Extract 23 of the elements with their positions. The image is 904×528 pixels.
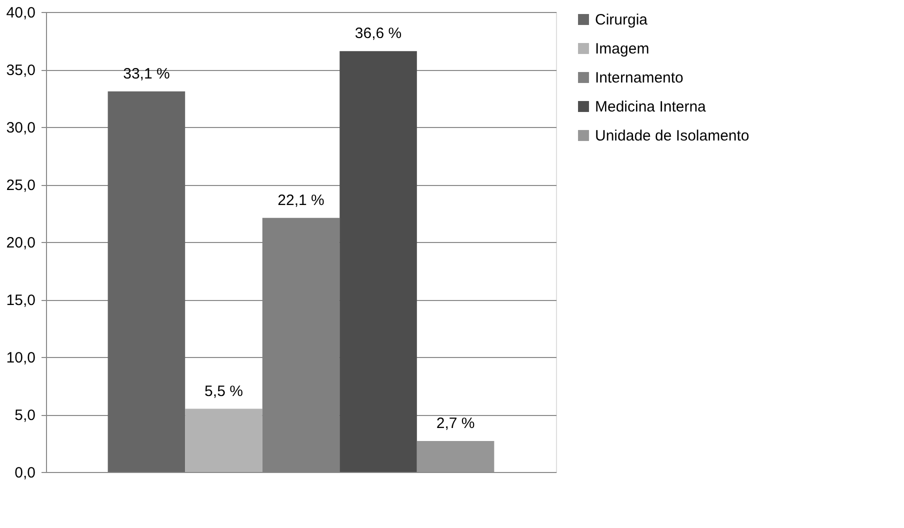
- legend-label: Cirurgia: [595, 12, 648, 28]
- legend-label: Imagem: [595, 40, 650, 58]
- legend-label: Medicina Interna: [595, 98, 707, 116]
- y-tick-label: 20,0: [6, 234, 36, 252]
- data-label: 22,1 %: [278, 192, 324, 209]
- bar: [185, 408, 262, 472]
- data-label: 33,1 %: [123, 65, 170, 82]
- bar: [340, 51, 417, 472]
- y-tick-label: 40,0: [6, 4, 36, 22]
- y-tick-label: 15,0: [6, 292, 36, 309]
- legend-label: Unidade de Isolamento: [595, 128, 750, 144]
- y-tick-label: 35,0: [6, 62, 36, 79]
- bar: [416, 440, 494, 472]
- data-label: 36,6 %: [354, 25, 402, 42]
- y-tick-label: 25,0: [6, 177, 36, 194]
- y-tick-label: 30,0: [6, 120, 36, 136]
- bar: [108, 91, 186, 472]
- data-label: 2,7 %: [436, 414, 475, 432]
- legend-label: Internamento: [595, 70, 684, 86]
- y-tick-label: 5,0: [14, 407, 36, 424]
- data-label: 5,5 %: [204, 382, 243, 400]
- y-tick-label: 0,0: [14, 464, 36, 482]
- y-tick-label: 10,0: [6, 350, 36, 366]
